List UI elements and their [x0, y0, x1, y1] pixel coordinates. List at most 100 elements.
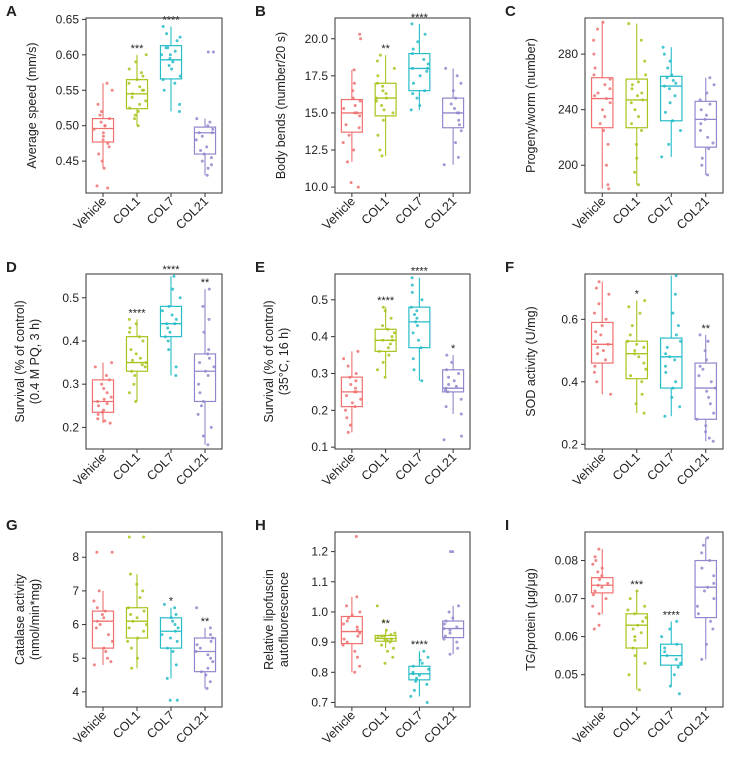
- data-point: [711, 141, 715, 145]
- data-point: [457, 604, 460, 608]
- data-point: [208, 680, 212, 684]
- data-point: [138, 356, 142, 360]
- panel-label: C: [505, 3, 516, 20]
- data-point: [409, 305, 413, 309]
- data-point: [594, 330, 598, 334]
- y-axis-label: (35°C, 16 h): [277, 328, 291, 396]
- data-point: [134, 352, 138, 356]
- data-point: [350, 401, 354, 405]
- data-point: [605, 163, 608, 167]
- data-point: [592, 73, 596, 77]
- data-point: [353, 405, 357, 409]
- data-point: [671, 79, 675, 82]
- data-point: [665, 76, 669, 80]
- data-point: [105, 81, 109, 85]
- data-point: [173, 606, 177, 610]
- data-point: [600, 324, 604, 328]
- data-point: [100, 159, 104, 163]
- data-point: [200, 159, 204, 163]
- data-point: [631, 646, 635, 650]
- data-point: [383, 309, 387, 313]
- data-point: [128, 330, 131, 334]
- data-point: [594, 286, 598, 290]
- panel-label: I: [505, 517, 509, 534]
- data-point: [127, 67, 131, 71]
- data-point: [592, 627, 596, 631]
- data-point: [165, 322, 169, 326]
- data-point: [609, 392, 613, 396]
- data-point: [167, 64, 171, 67]
- data-point: [663, 646, 667, 650]
- data-point: [453, 107, 456, 110]
- data-point: [103, 419, 107, 423]
- data-point: [591, 604, 595, 608]
- box: [625, 78, 649, 129]
- data-point: [92, 599, 96, 603]
- data-point: [665, 654, 669, 658]
- data-point: [637, 688, 641, 692]
- panel-label: F: [505, 259, 514, 276]
- data-point: [138, 85, 142, 89]
- data-point: [460, 434, 463, 438]
- data-point: [104, 650, 108, 653]
- box: [159, 45, 183, 80]
- data-point: [348, 375, 352, 379]
- data-point: [206, 666, 210, 670]
- data-point: [378, 148, 382, 152]
- data-point: [601, 20, 605, 24]
- data-point: [411, 664, 415, 668]
- data-point: [355, 595, 359, 599]
- data-point: [206, 124, 210, 128]
- data-point: [674, 657, 678, 661]
- data-point: [100, 110, 103, 113]
- data-point: [644, 616, 648, 620]
- data-point: [708, 559, 712, 562]
- data-point: [417, 338, 420, 342]
- data-point: [410, 22, 414, 26]
- data-point: [349, 383, 353, 386]
- y-tick-label: 15.0: [305, 106, 329, 120]
- data-point: [410, 290, 414, 294]
- data-point: [626, 339, 630, 343]
- data-point: [415, 316, 419, 320]
- data-point: [208, 626, 212, 630]
- y-axis-label: SOD activity (U/mg): [524, 306, 538, 416]
- data-point: [600, 574, 604, 578]
- data-point: [712, 83, 716, 87]
- data-point: [380, 104, 384, 107]
- significance-marker: ****: [411, 12, 429, 24]
- data-point: [386, 327, 390, 331]
- data-point: [422, 649, 426, 653]
- data-point: [127, 391, 131, 395]
- data-point: [348, 423, 352, 427]
- data-point: [135, 582, 139, 586]
- data-point: [130, 95, 134, 99]
- data-point: [385, 96, 388, 100]
- data-point: [358, 114, 362, 118]
- data-point: [375, 59, 379, 63]
- data-point: [700, 566, 704, 570]
- plot-frame: [85, 531, 223, 708]
- data-point: [106, 186, 110, 190]
- data-point: [455, 625, 459, 629]
- data-point: [174, 374, 178, 377]
- data-point: [168, 698, 172, 702]
- data-point: [672, 673, 676, 677]
- data-point: [138, 596, 142, 600]
- y-tick-label: 0.45: [56, 154, 80, 168]
- significance-marker: ****: [411, 266, 429, 278]
- data-point: [599, 333, 603, 337]
- y-axis-label: TG/protein (μg/μg): [524, 568, 538, 671]
- data-point: [140, 363, 144, 367]
- data-point: [207, 287, 211, 291]
- data-point: [596, 91, 600, 95]
- data-point: [676, 665, 680, 669]
- data-point: [596, 27, 599, 31]
- data-point: [211, 127, 215, 131]
- data-point: [380, 154, 384, 158]
- data-point: [384, 92, 388, 96]
- box: [340, 615, 363, 645]
- data-point: [709, 619, 713, 623]
- y-tick-label: 1.1: [311, 575, 328, 589]
